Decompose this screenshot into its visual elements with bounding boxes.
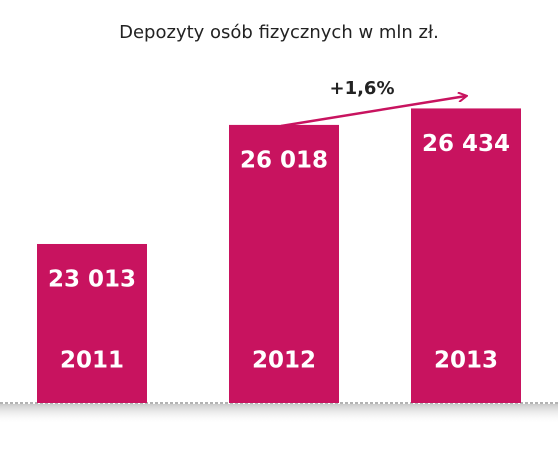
category-label: 2011 (60, 348, 124, 374)
value-label: 26 434 (422, 131, 510, 157)
value-label: 23 013 (48, 266, 136, 292)
bar (37, 243, 147, 403)
bar (229, 124, 339, 404)
bar (411, 108, 521, 404)
baseline-shadow (0, 404, 558, 424)
trend-arrow (280, 96, 466, 128)
value-label: 26 018 (240, 147, 328, 173)
chart-title: Depozyty osób fizycznych w mln zł. (119, 22, 439, 43)
category-label: 2012 (252, 348, 316, 374)
category-label: 2013 (434, 348, 498, 374)
annotation: +1,6% (329, 78, 394, 99)
